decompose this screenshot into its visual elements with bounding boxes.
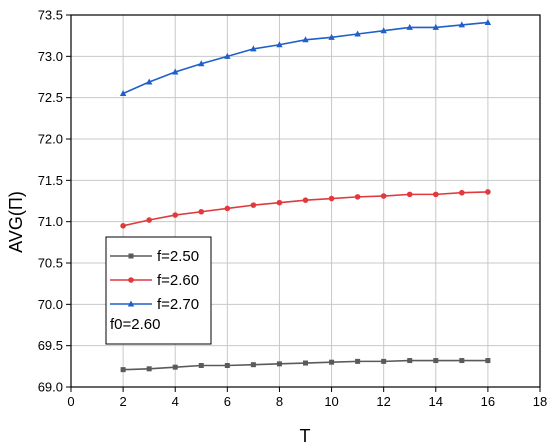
y-tick-label: 71.0	[38, 214, 63, 229]
y-axis-ticks: 69.0 69.5 70.0 70.5 71.0 71.5 72.0 72.5 73.0 73.5	[38, 8, 71, 395]
legend-item: f=2.70	[110, 296, 199, 313]
y-tick-label: 69.5	[38, 338, 63, 353]
legend-marker	[128, 277, 134, 283]
data-point	[432, 191, 439, 198]
series-2	[120, 189, 491, 229]
legend-item: f=2.50	[110, 248, 199, 265]
data-point	[328, 33, 335, 40]
data-point	[407, 358, 413, 364]
x-tick-label: 10	[324, 394, 338, 409]
legend-marker	[128, 253, 134, 259]
plot-frame	[70, 14, 541, 388]
data-point	[120, 367, 126, 373]
x-axis-label: T	[300, 426, 311, 446]
series-line	[122, 21, 488, 95]
data-point	[250, 202, 257, 208]
series-line	[122, 191, 488, 227]
data-point	[328, 195, 335, 202]
data-point	[198, 60, 205, 67]
legend: f=2.50 f=2.60 f=2.70 f0=2.60	[105, 236, 212, 345]
legend-label: f=2.70	[157, 296, 199, 313]
data-point	[276, 41, 283, 48]
x-tick-label: 2	[119, 394, 126, 409]
legend-items: f=2.50 f=2.60 f=2.70	[110, 248, 199, 313]
y-axis-label: AVG(Π)	[6, 191, 26, 253]
x-axis-ticks: 0 2 4 6 8 10 12 14 16 18	[67, 387, 547, 409]
data-point	[406, 23, 413, 30]
legend-note: f0=2.60	[110, 316, 160, 333]
data-point	[303, 360, 308, 366]
data-point	[120, 223, 126, 229]
x-tick-label: 16	[481, 394, 495, 409]
y-tick-label: 70.5	[38, 256, 63, 271]
data-point	[146, 366, 152, 372]
data-point	[224, 52, 231, 59]
data-point	[459, 189, 465, 196]
data-point	[172, 364, 178, 370]
y-tick-label: 72.5	[38, 90, 63, 105]
data-point	[224, 205, 231, 212]
data-point	[276, 199, 283, 206]
x-tick-label: 18	[533, 394, 547, 409]
data-point	[484, 18, 492, 25]
data-point	[354, 30, 361, 37]
data-point	[433, 358, 439, 364]
data-point	[458, 21, 466, 28]
data-point	[145, 78, 153, 85]
data-point	[432, 23, 439, 30]
x-tick-label: 12	[376, 394, 390, 409]
data-point	[224, 363, 230, 369]
data-point	[302, 197, 309, 203]
data-point	[250, 45, 257, 52]
y-tick-label: 70.0	[38, 297, 63, 312]
data-point	[146, 217, 152, 223]
data-point	[198, 208, 205, 215]
data-point	[329, 359, 335, 365]
y-tick-label: 71.5	[38, 173, 63, 188]
data-point	[355, 358, 361, 364]
data-point	[406, 191, 413, 198]
y-tick-label: 73.5	[38, 8, 63, 23]
legend-marker	[127, 300, 135, 307]
data-point	[485, 358, 491, 364]
data-point	[119, 90, 127, 97]
legend-item: f=2.60	[110, 272, 199, 289]
data-point	[485, 189, 491, 195]
legend-box	[105, 236, 212, 345]
data-point	[381, 358, 387, 364]
legend-label: f=2.60	[157, 272, 199, 289]
data-point	[276, 361, 282, 367]
series-1	[120, 358, 491, 373]
y-tick-label: 69.0	[38, 380, 63, 395]
y-tick-label: 73.0	[38, 49, 63, 64]
x-tick-label: 0	[67, 394, 74, 409]
data-point	[354, 194, 361, 200]
data-point	[198, 363, 204, 369]
x-tick-label: 4	[172, 394, 179, 409]
x-tick-label: 14	[429, 394, 443, 409]
x-tick-label: 6	[224, 394, 231, 409]
data-point	[459, 358, 465, 364]
data-point	[172, 68, 179, 75]
data-point	[172, 212, 179, 218]
data-point	[380, 27, 387, 34]
data-point	[380, 193, 387, 199]
series-3	[119, 18, 492, 97]
data-point	[302, 36, 309, 43]
data-point	[250, 362, 256, 368]
legend-label: f=2.50	[157, 248, 199, 265]
y-tick-label: 72.0	[38, 132, 63, 147]
series-layer	[119, 18, 492, 373]
x-tick-label: 8	[276, 394, 283, 409]
